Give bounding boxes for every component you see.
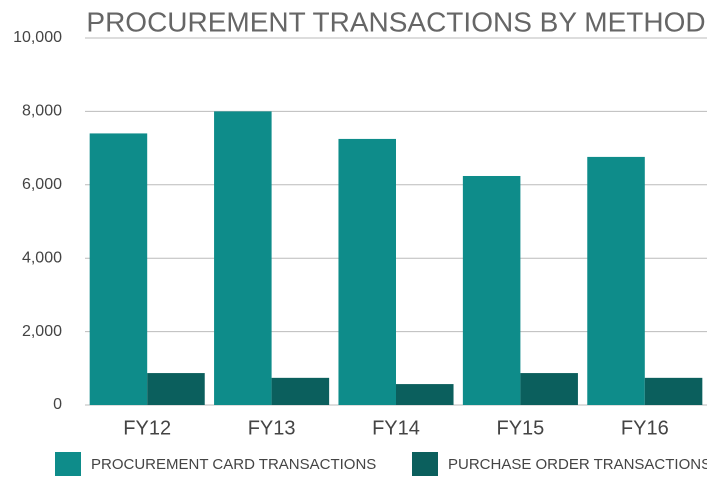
bar xyxy=(271,377,330,405)
bar xyxy=(147,373,205,405)
bar xyxy=(214,111,272,406)
y-tick-label: 10,000 xyxy=(13,29,62,46)
legend-label: PROCUREMENT CARD TRANSACTIONS xyxy=(91,456,376,473)
chart-title: PROCUREMENT TRANSACTIONS BY METHOD xyxy=(86,6,705,37)
y-tick-label: 4,000 xyxy=(22,249,62,266)
bar xyxy=(587,156,645,405)
bar xyxy=(396,384,454,405)
legend-swatch xyxy=(412,452,438,476)
legend-swatch xyxy=(55,452,81,476)
bar xyxy=(462,175,521,405)
y-tick-label: 2,000 xyxy=(22,323,62,340)
y-tick-label: 8,000 xyxy=(22,103,62,120)
x-tick-label: FY13 xyxy=(248,417,296,439)
y-tick-label: 6,000 xyxy=(22,176,62,193)
legend-label: PURCHASE ORDER TRANSACTIONS xyxy=(448,456,707,473)
x-tick-label: FY14 xyxy=(372,417,420,439)
y-tick-label: 0 xyxy=(53,396,62,413)
bar xyxy=(338,138,396,406)
x-tick-label: FY16 xyxy=(621,417,669,439)
bar xyxy=(89,133,148,406)
x-tick-label: FY15 xyxy=(496,417,544,439)
bar xyxy=(520,373,578,405)
x-tick-label: FY12 xyxy=(123,417,171,439)
bar xyxy=(644,377,703,405)
